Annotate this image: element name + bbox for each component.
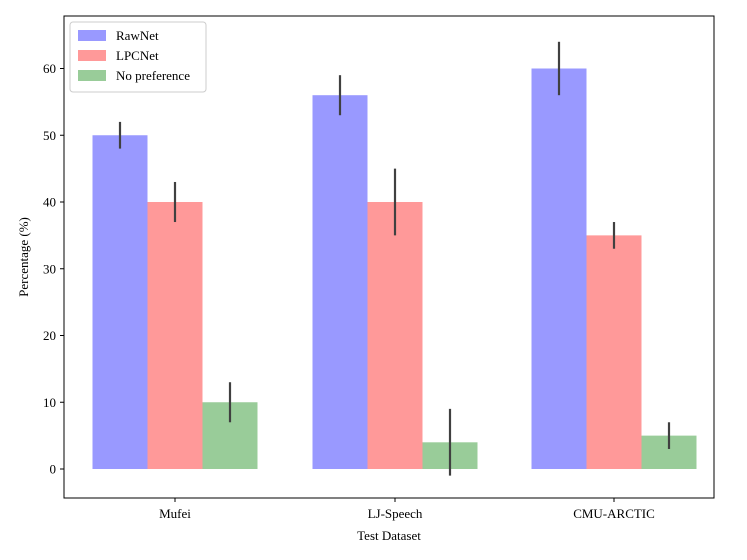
legend-swatch-lpcnet: [78, 50, 106, 61]
legend-swatch-rawnet: [78, 30, 106, 41]
y-tick-label: 40: [43, 195, 56, 210]
legend-swatch-no-preference: [78, 70, 106, 81]
bar-lpcnet-lj-speech: [367, 202, 423, 469]
legend-label-lpcnet: LPCNet: [116, 48, 159, 63]
y-axis: 0 10 20 30 40 50 60: [43, 61, 64, 477]
y-tick-label: 20: [43, 328, 56, 343]
y-axis-label: Percentage (%): [16, 217, 31, 297]
legend-label-no-preference: No preference: [116, 68, 190, 83]
y-tick-label: 50: [43, 128, 56, 143]
x-tick-label: LJ-Speech: [368, 506, 423, 521]
bar-rawnet-cmu-arctic: [531, 68, 587, 469]
errorbars-layer: [118, 41, 671, 476]
plot-frame: [63, 15, 715, 499]
bar-rawnet-mufei: [92, 135, 148, 469]
x-axis: Mufei LJ-Speech CMU-ARCTIC: [159, 498, 655, 521]
legend-label-rawnet: RawNet: [116, 28, 159, 43]
y-tick-label: 30: [43, 261, 56, 276]
bar-rawnet-lj-speech: [312, 95, 368, 469]
x-axis-label: Test Dataset: [357, 528, 421, 543]
bar-lpcnet-cmu-arctic: [586, 235, 642, 469]
x-tick-label: CMU-ARCTIC: [573, 506, 655, 521]
y-tick-label: 0: [50, 462, 57, 477]
y-tick-label: 10: [43, 395, 56, 410]
bars-layer: [92, 68, 697, 469]
legend: RawNet LPCNet No preference: [69, 21, 207, 93]
x-tick-label: Mufei: [159, 506, 191, 521]
bar-lpcnet-mufei: [147, 202, 203, 469]
y-tick-label: 60: [43, 61, 56, 76]
